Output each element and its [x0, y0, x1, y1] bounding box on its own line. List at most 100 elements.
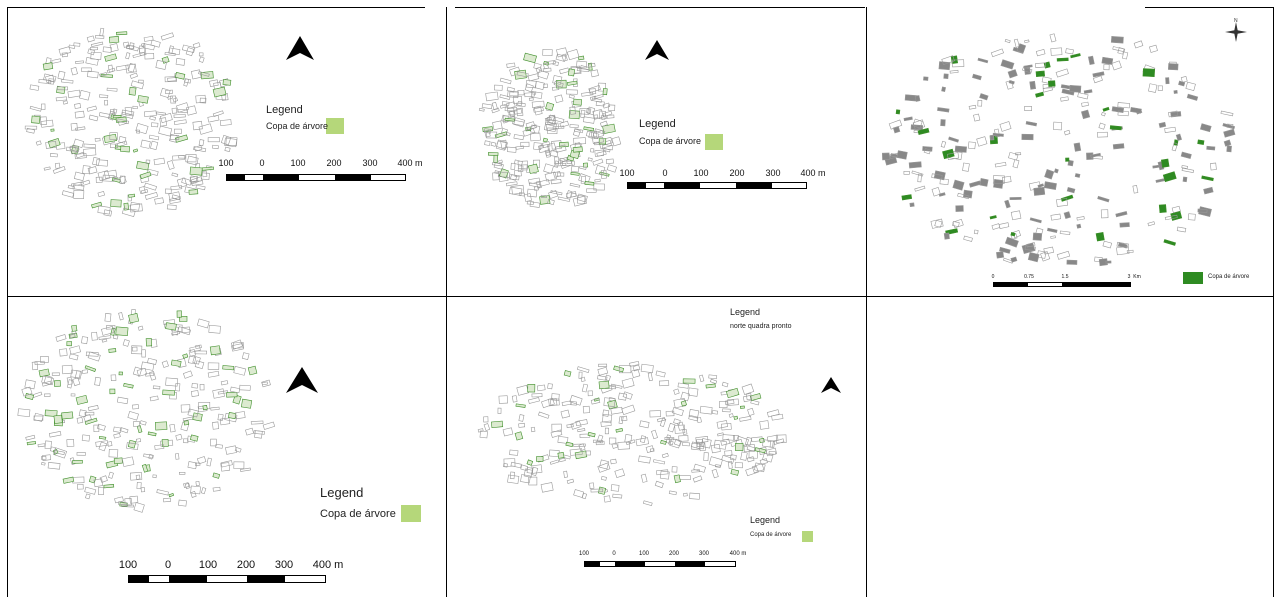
city-block [729, 454, 737, 461]
city-block [720, 438, 731, 446]
city-block [1126, 249, 1134, 254]
city-block [931, 187, 941, 197]
tree-canopy-patch [572, 146, 583, 153]
city-block [940, 140, 947, 148]
city-block [951, 59, 965, 68]
city-block [550, 150, 559, 157]
tree-canopy-patch [200, 71, 214, 80]
city-block [87, 48, 96, 56]
city-block [175, 453, 180, 460]
city-block [1087, 55, 1095, 66]
city-block [215, 443, 223, 449]
city-block [86, 35, 95, 43]
city-block [86, 105, 97, 112]
city-block [683, 492, 688, 497]
city-block [51, 372, 60, 376]
tree-canopy-patch [558, 141, 569, 148]
legend-item-label: Copa de árvore [320, 508, 396, 520]
city-block [101, 325, 115, 336]
city-block [108, 449, 119, 458]
tree-canopy-patch [725, 387, 740, 399]
city-block [136, 129, 141, 134]
city-block [160, 32, 175, 41]
city-block [1203, 186, 1214, 195]
city-block [87, 70, 99, 79]
city-block [510, 162, 516, 170]
city-block [61, 79, 74, 84]
city-block [1076, 216, 1085, 221]
city-block [537, 411, 550, 419]
city-block [1178, 80, 1186, 87]
city-block [962, 189, 973, 199]
city-block [569, 106, 577, 115]
city-block [617, 441, 630, 450]
city-block [1092, 75, 1103, 84]
north-arrow-icon [286, 367, 318, 393]
city-block [141, 349, 146, 358]
city-block [1065, 48, 1074, 55]
city-block [721, 423, 732, 431]
city-block [699, 405, 713, 415]
tree-canopy-patch [602, 88, 608, 96]
city-block [542, 62, 549, 70]
city-block [1181, 165, 1188, 169]
city-block [49, 153, 58, 158]
city-block [95, 440, 109, 448]
city-block [1021, 242, 1036, 254]
city-block [750, 399, 760, 406]
city-block [26, 127, 36, 134]
city-block [159, 87, 171, 98]
city-block [76, 417, 84, 424]
scale-tick-label: 100 [693, 168, 709, 178]
city-block [124, 106, 133, 116]
city-block [198, 123, 213, 135]
tree-canopy-patch [227, 412, 237, 420]
city-block [1013, 38, 1020, 48]
city-block [491, 101, 498, 111]
city-block [598, 110, 607, 120]
city-block [126, 45, 135, 49]
scale-tick-label: 3 [1127, 274, 1131, 280]
city-block [716, 420, 729, 429]
tree-canopy-patch [109, 388, 116, 395]
city-block [34, 360, 45, 365]
legend-swatch [802, 531, 813, 542]
compass-label: N [1234, 18, 1238, 24]
city-block [80, 179, 91, 187]
city-block [692, 475, 703, 483]
city-block [176, 177, 188, 188]
city-block [83, 414, 92, 422]
city-block [131, 345, 143, 355]
city-block [1167, 63, 1179, 71]
tree-canopy-patch [209, 345, 221, 356]
tree-canopy-patch [598, 138, 607, 145]
tree-canopy-patch [527, 383, 536, 393]
tree-canopy-patch [1056, 57, 1069, 62]
city-block [759, 420, 770, 430]
city-block [483, 416, 489, 423]
city-block [196, 456, 207, 465]
city-block [642, 500, 653, 507]
city-block [992, 175, 1005, 184]
city-block [625, 439, 636, 446]
city-block [483, 423, 491, 432]
city-block [189, 345, 201, 353]
city-block [599, 120, 608, 128]
tree-canopy-patch [734, 443, 744, 451]
tree-canopy-patch [183, 420, 189, 426]
tree-canopy-patch [88, 475, 97, 484]
city-block [1036, 250, 1047, 259]
city-block [178, 499, 187, 507]
city-block [1043, 246, 1055, 255]
city-block [189, 176, 203, 185]
city-block [170, 95, 177, 104]
city-block [76, 452, 86, 456]
city-block [73, 138, 85, 148]
city-block [638, 455, 651, 464]
city-block [507, 474, 520, 484]
tree-canopy-patch [1109, 125, 1122, 131]
tree-canopy-patch [161, 439, 169, 447]
city-block [728, 413, 734, 418]
city-block [580, 376, 586, 382]
city-block [533, 62, 542, 70]
